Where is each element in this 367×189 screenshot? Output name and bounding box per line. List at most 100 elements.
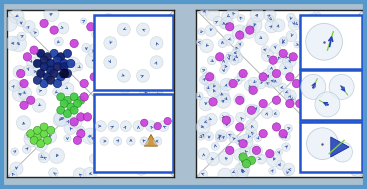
Circle shape — [53, 59, 67, 72]
Circle shape — [11, 148, 18, 155]
Circle shape — [70, 106, 78, 114]
Circle shape — [243, 133, 253, 143]
Circle shape — [83, 167, 97, 181]
Circle shape — [33, 126, 41, 134]
Circle shape — [57, 53, 65, 61]
Circle shape — [286, 31, 297, 42]
Circle shape — [236, 112, 246, 122]
Circle shape — [120, 121, 131, 132]
Circle shape — [226, 147, 234, 154]
Circle shape — [259, 73, 267, 81]
Circle shape — [70, 118, 78, 126]
Circle shape — [93, 116, 102, 124]
Circle shape — [257, 154, 266, 164]
Circle shape — [110, 129, 124, 143]
Circle shape — [197, 133, 204, 140]
Circle shape — [320, 28, 332, 40]
Circle shape — [117, 23, 130, 36]
Circle shape — [218, 168, 232, 182]
Circle shape — [200, 67, 207, 73]
Circle shape — [293, 21, 299, 27]
Circle shape — [32, 129, 42, 139]
Circle shape — [103, 56, 117, 69]
Circle shape — [334, 45, 344, 55]
Circle shape — [119, 81, 131, 93]
Circle shape — [147, 23, 161, 38]
Circle shape — [17, 32, 26, 41]
Circle shape — [220, 112, 230, 122]
Circle shape — [282, 54, 296, 68]
Circle shape — [207, 56, 216, 65]
Circle shape — [8, 80, 20, 91]
Circle shape — [136, 23, 150, 36]
Circle shape — [289, 53, 297, 61]
Circle shape — [146, 121, 156, 132]
Circle shape — [99, 22, 115, 37]
Circle shape — [246, 127, 257, 138]
Circle shape — [40, 130, 48, 138]
Circle shape — [246, 120, 258, 132]
Circle shape — [139, 117, 151, 129]
Circle shape — [100, 22, 115, 37]
Circle shape — [244, 80, 255, 91]
Circle shape — [70, 116, 82, 128]
Circle shape — [43, 129, 57, 144]
Circle shape — [348, 56, 356, 64]
Circle shape — [349, 164, 360, 176]
Circle shape — [331, 74, 338, 82]
Circle shape — [279, 129, 287, 138]
Circle shape — [283, 163, 295, 176]
Circle shape — [52, 88, 61, 96]
Circle shape — [65, 57, 80, 72]
Circle shape — [232, 52, 243, 63]
Circle shape — [221, 62, 230, 71]
Circle shape — [198, 116, 211, 129]
Circle shape — [11, 36, 26, 52]
Circle shape — [199, 170, 207, 178]
Circle shape — [238, 134, 253, 149]
Circle shape — [33, 59, 41, 68]
Circle shape — [89, 153, 100, 164]
Circle shape — [30, 46, 38, 54]
Circle shape — [318, 118, 326, 125]
Circle shape — [196, 39, 203, 46]
Bar — [300, 70, 361, 120]
Circle shape — [158, 121, 169, 132]
Circle shape — [200, 39, 214, 53]
Circle shape — [32, 98, 46, 112]
Circle shape — [113, 137, 122, 146]
Circle shape — [200, 132, 206, 138]
Circle shape — [53, 63, 62, 71]
Circle shape — [30, 28, 39, 37]
Circle shape — [236, 112, 246, 122]
Circle shape — [104, 56, 117, 69]
Circle shape — [229, 135, 237, 143]
Circle shape — [128, 69, 142, 83]
Circle shape — [95, 144, 101, 150]
Circle shape — [121, 129, 128, 137]
Circle shape — [200, 8, 208, 16]
Circle shape — [163, 125, 171, 133]
Circle shape — [198, 28, 205, 35]
Circle shape — [215, 135, 223, 142]
Circle shape — [13, 66, 26, 78]
Circle shape — [23, 65, 34, 76]
Circle shape — [23, 20, 35, 33]
Circle shape — [244, 80, 255, 91]
Circle shape — [301, 84, 307, 91]
Circle shape — [222, 116, 230, 124]
Circle shape — [272, 110, 279, 117]
Circle shape — [123, 51, 134, 62]
Circle shape — [26, 57, 38, 68]
Circle shape — [230, 168, 237, 176]
Circle shape — [57, 73, 65, 81]
Circle shape — [204, 84, 212, 91]
Circle shape — [85, 53, 101, 68]
Circle shape — [272, 123, 281, 131]
Circle shape — [283, 88, 291, 96]
Circle shape — [87, 44, 101, 58]
Circle shape — [80, 18, 87, 24]
Circle shape — [125, 20, 132, 27]
Circle shape — [288, 18, 301, 30]
Polygon shape — [331, 137, 349, 157]
